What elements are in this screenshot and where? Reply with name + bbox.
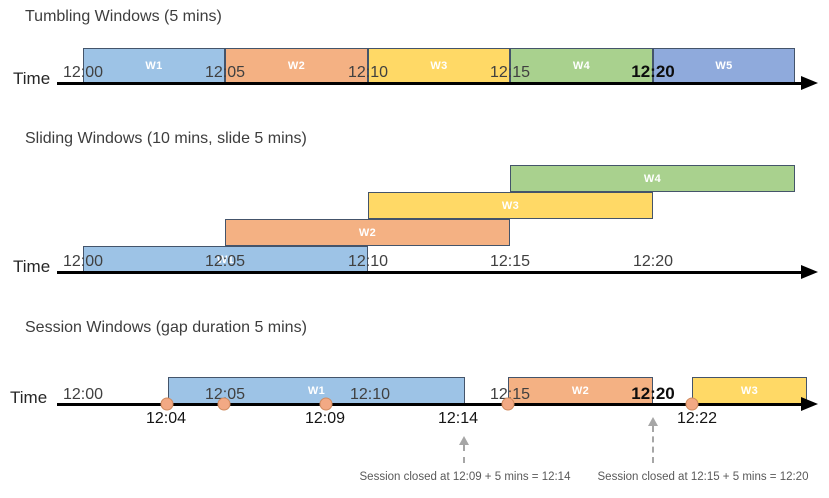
tick-label: 12:00 [62, 386, 104, 403]
tumbling-window-w2: W2 [225, 48, 368, 83]
time-axis-label: Time [13, 69, 51, 88]
window-label: W3 [740, 385, 759, 397]
window-label: W3 [430, 59, 448, 72]
tick-label: 12:15 [489, 64, 531, 81]
dashed-arrow-shaft [463, 445, 465, 463]
event-dot [319, 397, 333, 411]
session-close-annotation: Session closed at 12:15 + 5 mins = 12:20 [597, 471, 809, 483]
window-label: W2 [287, 59, 306, 72]
tick-label: 12:00 [62, 64, 104, 81]
axis-arrow-icon [801, 397, 818, 411]
time-axis-label: Time [10, 388, 48, 407]
tick-label: 12:15 [489, 253, 531, 270]
window-label: W4 [572, 59, 591, 72]
dashed-arrow-icon [648, 417, 658, 463]
tick-label: 12:05 [204, 253, 246, 270]
session-close-time-label: 12:14 [437, 410, 479, 427]
tumbling-window-w3: W3 [368, 48, 510, 83]
event-dot [160, 397, 174, 411]
tick-label: 12:20 [631, 62, 675, 81]
session-window-w2: W2 [508, 377, 653, 405]
event-time-label: 12:09 [304, 410, 346, 427]
event-dot [685, 397, 699, 411]
sliding-window-w3: W3 [368, 192, 653, 219]
dashed-arrow-shaft [652, 426, 654, 463]
tumbling-window-w1: W1 [83, 48, 225, 83]
dashed-arrow-icon [459, 436, 469, 463]
sliding-window-w4: W4 [510, 165, 795, 192]
window-label: W2 [358, 226, 377, 239]
tick-label: 12:20 [632, 253, 674, 270]
window-label: W1 [307, 385, 326, 397]
tumbling-section-title: Tumbling Windows (5 mins) [25, 8, 222, 25]
window-label: W5 [715, 59, 733, 72]
window-label: W2 [571, 385, 590, 397]
axis-arrow-icon [801, 265, 818, 279]
dashed-arrow-head [648, 417, 658, 426]
tick-label: 12:10 [347, 64, 389, 81]
tick-label: 12:10 [347, 253, 389, 270]
session-close-annotation: Session closed at 12:09 + 5 mins = 12:14 [359, 471, 571, 483]
tick-label: 12:05 [204, 64, 246, 81]
tick-label: 12:05 [204, 386, 246, 403]
sliding-section-title: Sliding Windows (10 mins, slide 5 mins) [25, 130, 307, 147]
event-dot [501, 397, 515, 411]
event-dot [217, 397, 231, 411]
window-label: W4 [643, 172, 662, 185]
session-window-w3: W3 [692, 377, 807, 405]
window-label: W1 [145, 59, 163, 72]
sliding-window-w2: W2 [225, 219, 510, 246]
session-section-title: Session Windows (gap duration 5 mins) [25, 319, 307, 336]
time-axis-line [57, 403, 803, 406]
axis-arrow-icon [801, 76, 818, 90]
time-axis-line [57, 271, 803, 274]
window-label: W1 [216, 253, 235, 266]
tick-label: 12:10 [349, 386, 391, 403]
event-time-label: 12:22 [676, 410, 718, 427]
dashed-arrow-head [459, 436, 469, 445]
time-axis-line [57, 82, 803, 85]
tick-label: 12:00 [62, 253, 104, 270]
sliding-window-w1: W1 [83, 246, 368, 273]
tick-label: 12:15 [489, 386, 531, 403]
tumbling-window-w4: W4 [510, 48, 653, 83]
tumbling-window-w5: W5 [653, 48, 795, 83]
tick-label: 12:20 [631, 384, 675, 403]
event-time-label: 12:04 [145, 410, 187, 427]
window-label: W3 [501, 199, 520, 212]
time-axis-label: Time [13, 257, 51, 276]
